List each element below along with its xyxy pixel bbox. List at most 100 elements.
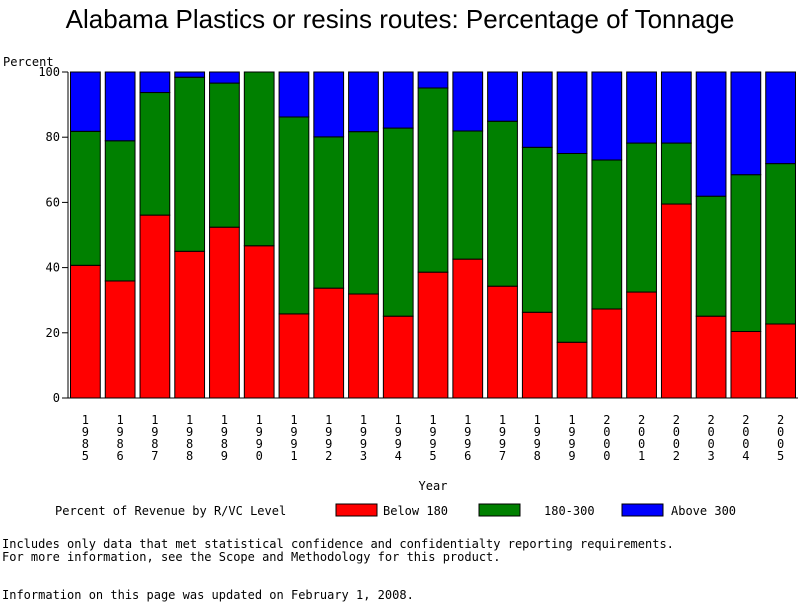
x-tick-label-2001-char: 0	[638, 425, 645, 439]
x-tick-label-2005-char: 0	[777, 437, 784, 451]
bar-1988-180-300	[174, 76, 206, 252]
bar-1999-180-300	[556, 153, 588, 343]
bar-2000-above-300	[591, 71, 623, 161]
axes-layer: 1985198619871988198919901991199219931994…	[3, 55, 798, 493]
x-tick-label-1989-char: 8	[221, 437, 228, 451]
x-tick-label-1996-char: 9	[464, 437, 471, 451]
bar-1990-below-180	[243, 245, 275, 399]
x-tick-label-2000-char: 2	[603, 413, 610, 427]
x-tick-label-1991-char: 1	[290, 449, 297, 463]
bar-1999-below-180	[556, 341, 588, 399]
footnote-methodology: For more information, see the Scope and …	[2, 550, 501, 564]
x-tick-label-1994-char: 1	[395, 413, 402, 427]
x-tick-label-1995-char: 5	[429, 449, 436, 463]
y-tick-label-40: 40	[46, 261, 60, 275]
y-tick-label-80: 80	[46, 130, 60, 144]
bar-1985-above-300	[70, 71, 101, 132]
bar-1991-180-300	[278, 116, 310, 315]
x-tick-label-2003-char: 0	[707, 425, 714, 439]
x-tick-label-2002-char: 0	[673, 425, 680, 439]
x-tick-label-1998-char: 1	[534, 413, 541, 427]
bar-2001-below-180	[626, 291, 657, 399]
x-tick-label-1985-char: 9	[82, 425, 89, 439]
x-tick-label-2005-char: 2	[777, 413, 784, 427]
x-tick-label-1995-char: 9	[429, 425, 436, 439]
y-axis-label: Percent	[3, 55, 54, 69]
bar-1988-below-180	[174, 250, 206, 399]
x-tick-label-1985-char: 1	[82, 413, 89, 427]
bar-1992-180-300	[313, 136, 345, 289]
x-tick-label-2003-char: 3	[707, 449, 714, 463]
x-tick-label-1993-char: 3	[360, 449, 367, 463]
bar-2005-above-300	[765, 71, 797, 165]
bar-1992-below-180	[313, 287, 345, 399]
x-tick-label-2003-char: 0	[707, 437, 714, 451]
bar-2002-above-300	[660, 71, 692, 144]
x-tick-label-2004-char: 0	[742, 437, 749, 451]
bar-2002-below-180	[660, 203, 692, 399]
x-tick-label-2004-char: 2	[742, 413, 749, 427]
x-tick-label-2000-char: 0	[603, 437, 610, 451]
bar-1989-180-300	[209, 82, 240, 228]
bar-2001-above-300	[626, 71, 657, 144]
x-tick-label-2002-char: 2	[673, 413, 680, 427]
bar-2003-180-300	[695, 195, 727, 317]
x-tick-label-1996-char: 9	[464, 425, 471, 439]
x-tick-label-1987-char: 7	[151, 449, 158, 463]
x-tick-label-1992-char: 1	[325, 413, 332, 427]
bar-1995-180-300	[417, 87, 449, 273]
bar-1996-180-300	[452, 130, 484, 260]
x-tick-label-1996-char: 1	[464, 413, 471, 427]
bar-1994-180-300	[382, 127, 414, 317]
legend-label-above-300: Above 300	[671, 504, 736, 518]
x-tick-label-1993-char: 9	[360, 425, 367, 439]
x-tick-label-1988-char: 8	[186, 449, 193, 463]
x-tick-label-2005-char: 0	[777, 425, 784, 439]
bar-2001-180-300	[626, 142, 657, 293]
x-tick-label-2004-char: 4	[742, 449, 749, 463]
bar-2004-180-300	[730, 174, 762, 332]
bar-1988-above-300	[174, 71, 206, 78]
legend-label-below-180: Below 180	[383, 504, 448, 518]
bar-1991-below-180	[278, 313, 310, 399]
bar-2000-below-180	[591, 308, 623, 399]
bar-1993-180-300	[348, 131, 379, 295]
legend-label-180-300: 180-300	[544, 504, 595, 518]
bar-2003-above-300	[695, 71, 727, 197]
bar-1989-below-180	[209, 226, 240, 399]
bar-2000-180-300	[591, 159, 623, 310]
x-tick-label-1995-char: 9	[429, 437, 436, 451]
y-tick-label-60: 60	[46, 195, 60, 209]
x-tick-label-1986-char: 1	[117, 413, 124, 427]
y-tick-label-20: 20	[46, 326, 60, 340]
footnote-updated: Information on this page was updated on …	[2, 588, 414, 602]
bar-1997-180-300	[487, 120, 518, 287]
x-tick-label-2004-char: 0	[742, 425, 749, 439]
x-tick-label-1990-char: 1	[256, 413, 263, 427]
x-tick-label-1994-char: 4	[395, 449, 402, 463]
bar-1989-above-300	[209, 71, 240, 84]
x-tick-label-1990-char: 0	[256, 449, 263, 463]
x-tick-label-1997-char: 1	[499, 413, 506, 427]
bar-1995-above-300	[417, 71, 449, 89]
x-tick-label-1994-char: 9	[395, 437, 402, 451]
x-tick-label-1991-char: 9	[290, 437, 297, 451]
x-tick-label-1999-char: 9	[568, 437, 575, 451]
x-tick-label-2005-char: 5	[777, 449, 784, 463]
bar-1995-below-180	[417, 271, 449, 399]
bar-1996-above-300	[452, 71, 484, 132]
bar-1987-above-300	[139, 71, 171, 94]
x-axis-label: Year	[419, 479, 448, 493]
x-tick-label-1997-char: 9	[499, 437, 506, 451]
x-tick-label-1997-char: 7	[499, 449, 506, 463]
bar-1996-below-180	[452, 258, 484, 399]
x-tick-label-1999-char: 9	[568, 425, 575, 439]
x-tick-label-2001-char: 2	[638, 413, 645, 427]
x-tick-label-1998-char: 9	[534, 425, 541, 439]
x-tick-label-1989-char: 1	[221, 413, 228, 427]
bar-2004-above-300	[730, 71, 762, 176]
legend-swatch-below-180	[335, 503, 378, 517]
bar-1997-above-300	[487, 71, 518, 122]
bar-1987-below-180	[139, 214, 171, 399]
bar-1994-above-300	[382, 71, 414, 129]
